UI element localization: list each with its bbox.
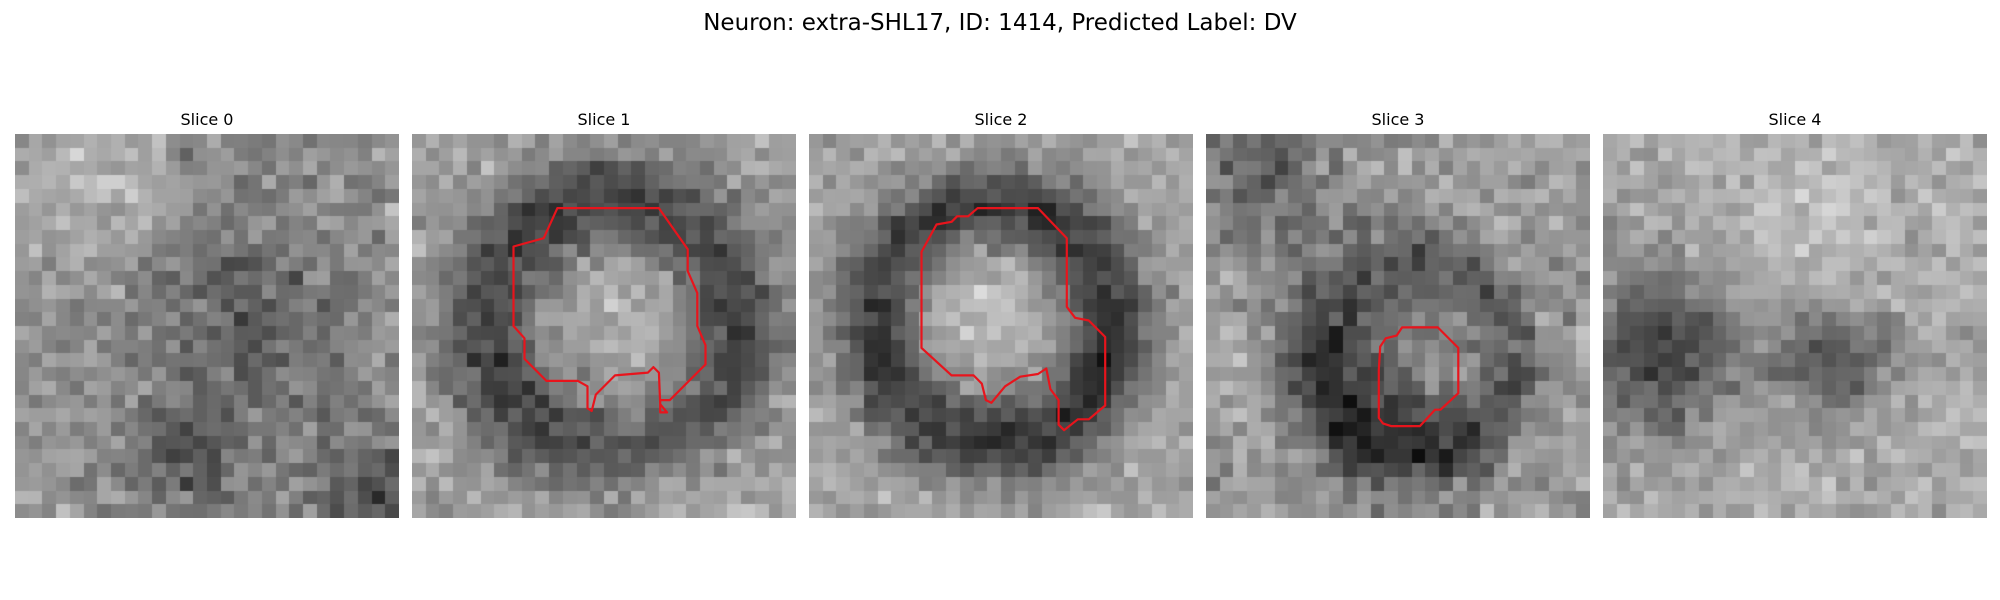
slice-image-0: [15, 134, 399, 518]
slice-title-2: Slice 2: [974, 110, 1028, 129]
slice-panel-0: Slice 0: [15, 108, 399, 518]
slice-panel-3: Slice 3: [1206, 108, 1590, 518]
slice-title-0: Slice 0: [180, 110, 234, 129]
slice-panel-1: Slice 1: [412, 108, 796, 518]
slice-image-1: [412, 134, 796, 518]
slice-title-1: Slice 1: [577, 110, 631, 129]
slice-panel-4: Slice 4: [1603, 108, 1987, 518]
slice-image-2: [809, 134, 1193, 518]
slice-panel-2: Slice 2: [809, 108, 1193, 518]
slice-image-3: [1206, 134, 1590, 518]
slice-title-3: Slice 3: [1371, 110, 1425, 129]
figure-title: Neuron: extra-SHL17, ID: 1414, Predicted…: [703, 10, 1297, 36]
slice-title-4: Slice 4: [1768, 110, 1822, 129]
slice-image-4: [1603, 134, 1987, 518]
